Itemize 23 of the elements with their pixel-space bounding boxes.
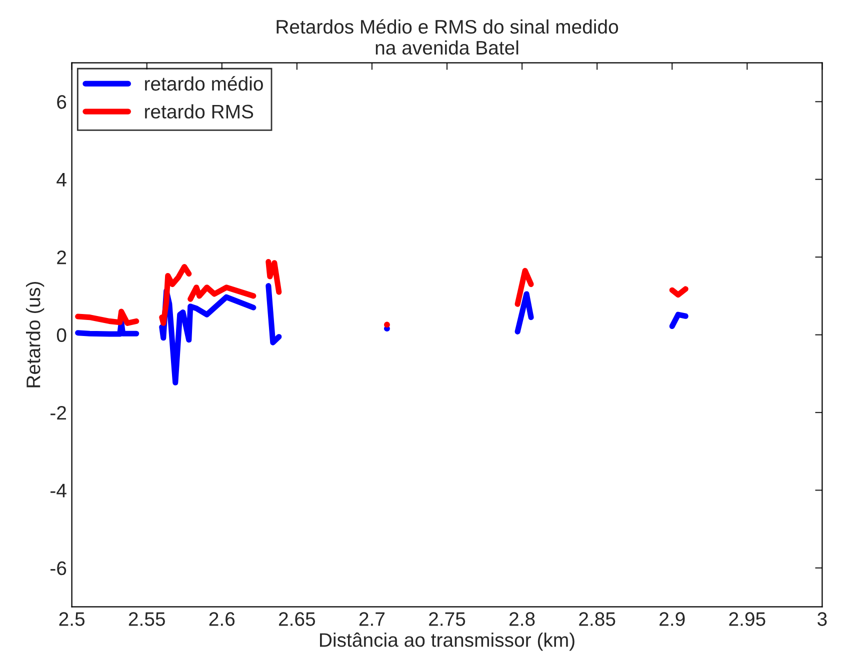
x-tick-label: 2.95 <box>729 612 766 626</box>
y-axis-title: Retardo (us) <box>26 282 44 388</box>
x-tick-label: 2.55 <box>128 612 165 626</box>
y-tick-label: -6 <box>50 561 66 576</box>
y-tick-label: -2 <box>50 406 66 420</box>
legend-label: retardo médio <box>145 76 263 91</box>
x-tick-label: 2.8 <box>510 612 535 626</box>
x-tick-label: 3 <box>818 612 827 626</box>
y-tick-label: 0 <box>56 328 66 342</box>
legend-label: retardo RMS <box>145 104 254 119</box>
x-tick-label: 2.6 <box>209 612 235 626</box>
x-tick-label: 2.9 <box>660 612 685 626</box>
y-tick-label: 2 <box>57 250 66 264</box>
x-axis-title: Distância ao transmissor (km) <box>320 632 574 651</box>
x-tick-label: 2.65 <box>278 612 316 626</box>
y-tick-label: 4 <box>56 173 66 186</box>
x-tick-label: 2.7 <box>359 612 385 626</box>
chart-title: Retardos Médio e RMS do sinal medido na avenida Batel <box>276 19 618 55</box>
x-tick-label: 2.75 <box>429 612 466 626</box>
x-tick-label: 2.85 <box>579 612 616 626</box>
y-tick-label: -4 <box>50 484 66 498</box>
x-tick-label: 2.5 <box>59 612 85 626</box>
y-tick-label: 6 <box>57 95 66 109</box>
